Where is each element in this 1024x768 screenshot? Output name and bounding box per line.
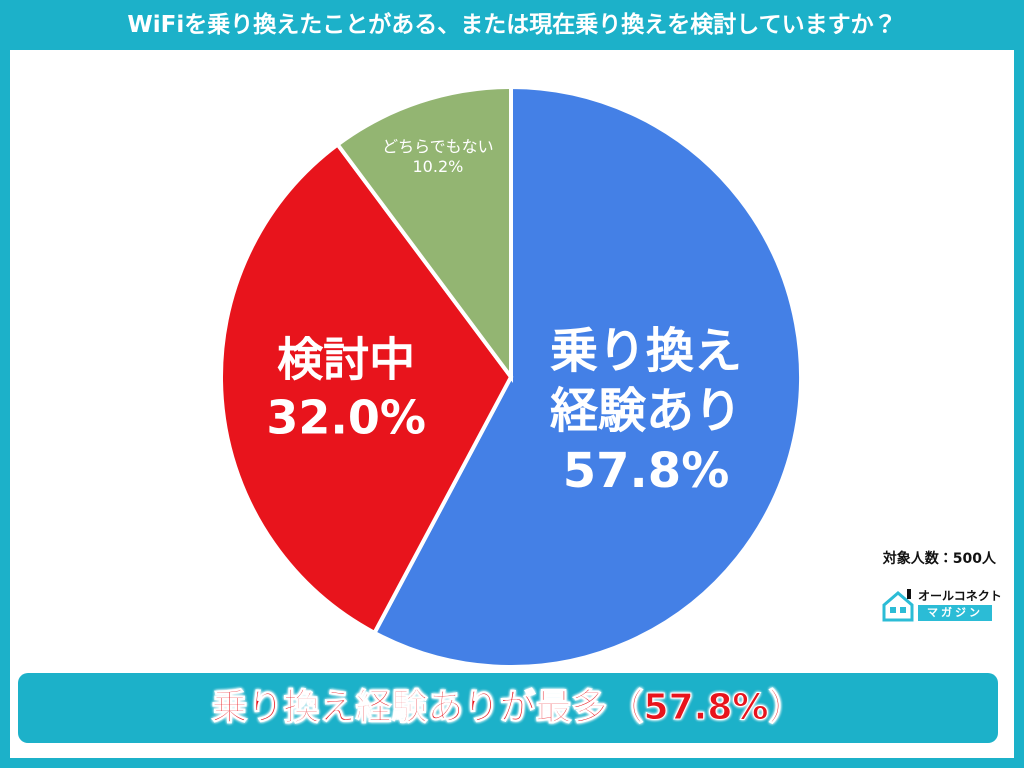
logo: オールコネクト マガジン xyxy=(878,585,1002,625)
pie-slice xyxy=(371,84,803,669)
sample-note: 対象人数：500人 xyxy=(882,551,996,567)
logo-subtext: マガジン xyxy=(918,605,992,621)
logo-icon xyxy=(882,589,914,622)
slice-value: 10.2% xyxy=(412,156,464,176)
pie-slice xyxy=(219,141,514,636)
chart-title: WiFiを乗り換えたことがある、または現在乗り換えを検討していますか？ xyxy=(127,12,897,38)
conclusion-text: 乗り換え経験ありが最多（57.8%） xyxy=(211,687,805,729)
slice-label: どちらでもない 10.2% xyxy=(382,137,494,177)
slice-label: 検討中 32.0% xyxy=(252,332,441,447)
conclusion-banner: 乗り換え経験ありが最多（57.8%） xyxy=(18,673,998,743)
slice-value: 32.0% xyxy=(266,390,426,445)
pie-slice xyxy=(334,84,513,384)
slice-name: どちらでもない xyxy=(382,136,494,156)
slice-name: 検討中 xyxy=(277,332,416,387)
slice-name: 乗り換え経験あり xyxy=(550,322,743,439)
slice-value: 57.8% xyxy=(562,442,730,499)
slice-label: 乗り換え経験あり 57.8% xyxy=(548,321,745,501)
logo-text: オールコネクト xyxy=(918,589,1002,603)
